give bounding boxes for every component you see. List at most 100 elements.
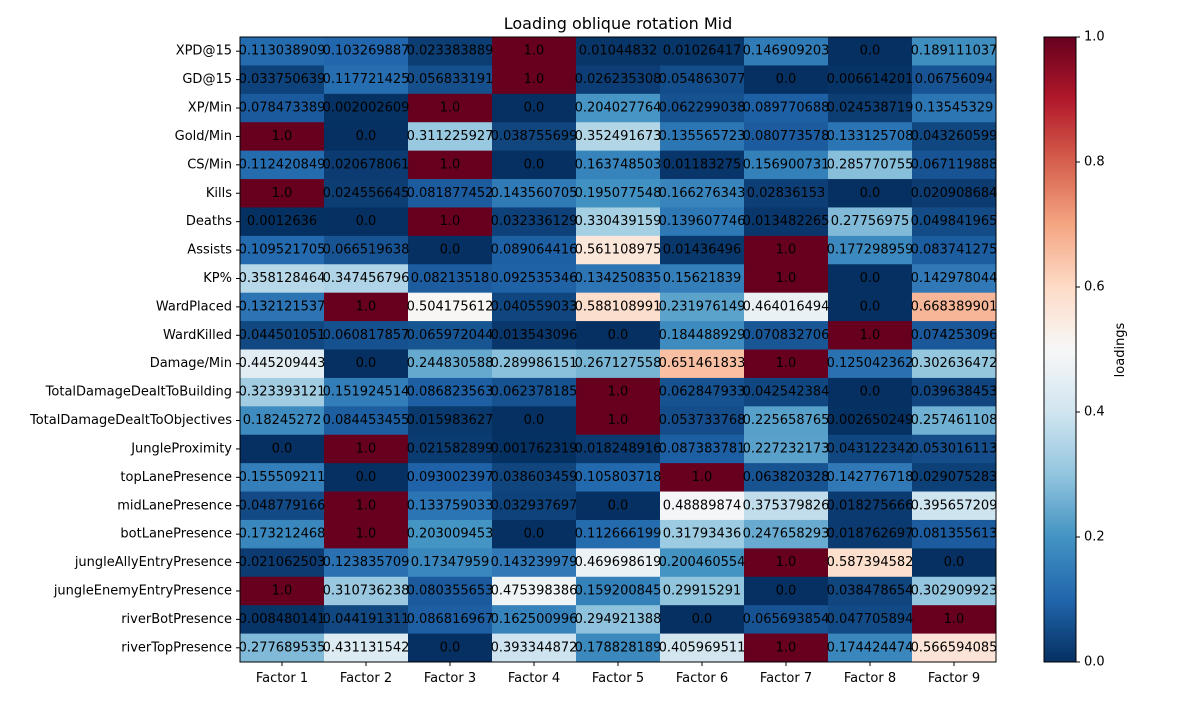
heatmap-cell [828, 292, 913, 322]
heatmap-cell [240, 548, 325, 578]
heatmap-cell [576, 633, 661, 663]
cell-value-label: 0.347456796 [323, 271, 410, 286]
heatmap-cell [492, 491, 577, 521]
heatmap-cell [660, 349, 745, 379]
heatmap-cell [828, 37, 913, 66]
cell-value-label: 0.247658293 [743, 527, 830, 542]
heatmap-cell [828, 179, 913, 208]
heatmap-cell [576, 576, 661, 606]
heatmap-cell [660, 519, 745, 549]
cell-value-label: 0.29915291 [663, 583, 742, 598]
heatmap-cell [912, 37, 997, 66]
heatmap-cell [492, 463, 577, 492]
cell-value-label: 0.464016494 [743, 299, 830, 314]
y-tick-label: riverBotPresence [121, 612, 232, 627]
cell-value-label: 0.146909203 [743, 44, 830, 59]
cell-value-label: 0.395657209 [911, 498, 998, 513]
heatmap-cell [576, 264, 661, 294]
cell-value-label: 0.166276343 [659, 186, 746, 201]
cell-value-label: 0.053733768 [659, 413, 746, 428]
cell-value-label: 0.020678061 [323, 157, 410, 172]
cell-value-label: 0.001762319 [491, 441, 578, 456]
cell-value-label: 0.173212468 [239, 527, 326, 542]
heatmap-cell [408, 548, 493, 578]
cell-value-label: 0.0012636 [247, 214, 317, 229]
cell-value-label: 0.142776718 [827, 470, 914, 485]
cell-value-label: 0.311225927 [407, 129, 494, 144]
y-tick-label: JungleProximity [130, 441, 232, 456]
heatmap-cell [744, 576, 829, 606]
heatmap-cell [912, 150, 997, 180]
heatmap-cell [240, 576, 325, 606]
heatmap-cell [744, 377, 829, 407]
heatmap-cell [660, 463, 745, 492]
heatmap-cell [408, 321, 493, 350]
heatmap-cell [744, 122, 829, 152]
heatmap-cell [660, 633, 745, 663]
heatmap-cell [912, 434, 997, 464]
heatmap-cell [660, 605, 745, 634]
heatmap-cell [492, 349, 577, 379]
y-tick-label: CS/Min [187, 157, 232, 172]
cell-value-label: 0.01436496 [663, 243, 742, 258]
y-tick-label: TotalDamageDealtToBuilding [45, 385, 232, 400]
cell-value-label: 0.184488929 [659, 328, 746, 343]
heatmap-cell [828, 633, 913, 663]
heatmap-cell [324, 491, 409, 521]
cell-value-label: 0.02836153 [747, 186, 826, 201]
cell-value-label: 0.021582899 [407, 441, 494, 456]
cell-value-label: 1.0 [440, 214, 461, 229]
heatmap-cell [408, 434, 493, 464]
cell-value-label: 0.469698619 [575, 555, 662, 570]
cell-value-label: 0.0 [356, 129, 377, 144]
heatmap-cell [744, 65, 829, 95]
cell-value-label: 0.393344872 [491, 640, 578, 655]
cell-value-label: 0.112666199 [575, 527, 662, 542]
heatmap-cell [912, 93, 997, 123]
cell-value-label: 0.0 [356, 470, 377, 485]
cell-value-label: 0.0 [356, 356, 377, 371]
heatmap-cell [492, 434, 577, 464]
cell-value-label: 0.132121537 [239, 299, 326, 314]
heatmap-cell [828, 548, 913, 578]
cell-value-label: 0.203009453 [407, 527, 494, 542]
cell-value-label: 1.0 [860, 328, 881, 343]
heatmap-cell [240, 122, 325, 152]
cell-value-label: 0.049841965 [911, 214, 998, 229]
cell-value-label: 0.200460554 [659, 555, 746, 570]
heatmap-cell [828, 93, 913, 123]
cell-value-label: 0.080355653 [407, 583, 494, 598]
y-tick-label: KP% [203, 271, 232, 286]
heatmap-cell [912, 377, 997, 407]
y-tick-label: jungleEnemyEntryPresence [53, 583, 232, 598]
cell-value-label: 0.561108975 [575, 243, 662, 258]
cell-value-label: 0.067119888 [911, 157, 998, 172]
cell-value-label: 0.002002609 [323, 101, 410, 116]
heatmap-cell [408, 235, 493, 265]
cell-value-label: 0.032937697 [491, 498, 578, 513]
cell-value-label: 0.294921388 [575, 612, 662, 627]
heatmap-cell [240, 377, 325, 407]
cell-value-label: 1.0 [272, 186, 293, 201]
x-tick-label: Factor 5 [592, 671, 644, 686]
heatmap-cell [912, 321, 997, 350]
heatmap-cell [828, 519, 913, 549]
cell-value-label: 0.084453455 [323, 413, 410, 428]
heatmap-cell [744, 264, 829, 294]
cell-value-label: 0.078473389 [239, 101, 326, 116]
cell-value-label: 0.020908684 [911, 186, 998, 201]
cell-value-label: 0.117721425 [323, 72, 410, 87]
colorbar-tick-label: 0.0 [1084, 655, 1105, 670]
y-tick-label: Gold/Min [175, 129, 232, 144]
cell-value-label: 0.0 [608, 498, 629, 513]
heatmap-cell [324, 179, 409, 208]
cell-value-label: 1.0 [608, 385, 629, 400]
heatmap-cell [240, 292, 325, 322]
heatmap-cell [576, 93, 661, 123]
colorbar-ticks: 0.0 0.2 0.4 0.6 0.8 1.0 [1076, 30, 1105, 670]
heatmap-cell [492, 633, 577, 663]
cell-value-label: 0.151924514 [323, 385, 410, 400]
cell-value-label: 0.375379826 [743, 498, 830, 513]
cell-value-label: 1.0 [524, 72, 545, 87]
